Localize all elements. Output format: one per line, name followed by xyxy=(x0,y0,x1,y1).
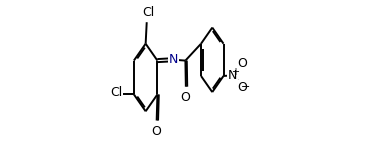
Text: O: O xyxy=(152,125,162,138)
Text: N: N xyxy=(228,69,237,82)
Text: Cl: Cl xyxy=(142,7,154,20)
Text: N: N xyxy=(169,53,178,66)
Text: O: O xyxy=(238,58,247,71)
Text: Cl: Cl xyxy=(110,86,122,99)
Text: +: + xyxy=(231,67,239,77)
Text: −: − xyxy=(241,82,250,92)
Text: O: O xyxy=(238,81,247,93)
Text: O: O xyxy=(181,91,191,104)
